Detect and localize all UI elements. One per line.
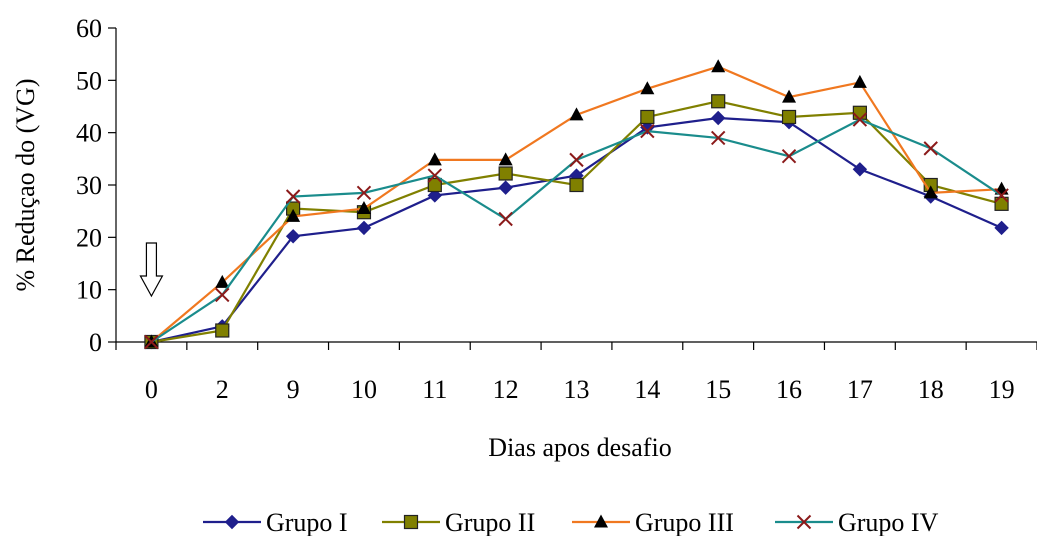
- y-tick-label: 30: [76, 171, 102, 200]
- data-point: [215, 323, 230, 338]
- data-point: [427, 152, 442, 166]
- legend-label: Grupo II: [445, 508, 535, 536]
- data-point: [994, 196, 1009, 211]
- data-point: [781, 109, 797, 125]
- legend-marker: [594, 514, 608, 528]
- data-point: [356, 220, 372, 236]
- y-tick-label: 40: [76, 119, 102, 148]
- data-point: [852, 162, 868, 177]
- x-axis-title: Dias apos desafio: [488, 433, 671, 462]
- x-tick-label: 16: [776, 375, 802, 404]
- data-point: [994, 220, 1009, 236]
- data-point: [144, 334, 159, 350]
- data-point: [285, 189, 301, 204]
- legend-item: Grupo III: [572, 508, 734, 536]
- y-tick-label: 50: [76, 66, 102, 95]
- series-1: [144, 110, 1009, 350]
- data-point: [710, 130, 726, 146]
- data-point: [923, 185, 938, 199]
- y-axis-title: % Reduçao do (VG): [11, 79, 40, 292]
- data-point: [711, 59, 726, 73]
- x-tick-label: 10: [351, 375, 377, 404]
- legend-label: Grupo IV: [838, 508, 939, 536]
- data-point: [215, 274, 230, 288]
- data-point: [569, 152, 584, 168]
- x-tick-label: 11: [422, 375, 447, 404]
- legend-marker: [403, 514, 419, 530]
- series-3: [144, 59, 1009, 348]
- legend: Grupo I Grupo II Grupo III Grupo IV: [203, 508, 939, 536]
- data-point: [711, 94, 726, 109]
- data-point: [852, 105, 867, 120]
- data-point: [640, 123, 655, 139]
- x-tick-label: 0: [145, 375, 158, 404]
- data-point: [498, 211, 513, 227]
- x-tick-label: 9: [287, 375, 300, 404]
- series-4: [144, 112, 1009, 350]
- legend-label: Grupo III: [635, 508, 734, 536]
- data-point: [569, 177, 584, 193]
- data-point: [285, 229, 301, 244]
- data-point: [852, 112, 868, 127]
- series-line: [151, 100, 1002, 344]
- data-point: [782, 89, 797, 103]
- legend-item: Grupo IV: [775, 508, 939, 536]
- series-group: [144, 59, 1009, 350]
- down-arrow-icon: [139, 242, 164, 298]
- legend-label: Grupo I: [266, 508, 348, 536]
- data-point: [640, 81, 655, 95]
- legend-marker: [796, 514, 812, 530]
- legend-item: Grupo II: [382, 508, 535, 536]
- data-point: [427, 188, 443, 203]
- data-point: [498, 152, 513, 166]
- x-tick-label: 13: [564, 375, 590, 404]
- data-point: [427, 177, 442, 193]
- data-point: [215, 287, 230, 303]
- data-point: [356, 185, 372, 201]
- x-tick-label: 14: [634, 375, 660, 404]
- x-tick-label: 12: [493, 375, 519, 404]
- y-tick-label: 10: [76, 276, 102, 305]
- data-point: [427, 168, 443, 183]
- x-tick-label: 2: [216, 375, 229, 404]
- data-point: [286, 208, 301, 222]
- data-point: [781, 149, 797, 164]
- y-tick-labels: 0 10 20 30 40 50 60: [76, 14, 102, 357]
- x-tick-label: 17: [847, 375, 873, 404]
- x-tick-labels: 0 2 9 10 11 12 13 14 15 16 17 18 19: [145, 375, 1015, 404]
- y-tick-label: 0: [89, 328, 102, 357]
- data-point: [498, 180, 513, 195]
- x-tick-label: 18: [918, 375, 944, 404]
- data-point: [569, 107, 584, 121]
- data-point: [498, 166, 513, 181]
- arrow-annotation: [139, 242, 164, 298]
- data-point: [923, 141, 938, 156]
- x-tick-label: 15: [705, 375, 731, 404]
- x-tick-label: 19: [989, 375, 1015, 404]
- legend-marker: [224, 514, 240, 530]
- data-point: [356, 201, 371, 215]
- legend-item: Grupo I: [203, 508, 348, 536]
- axes: [108, 27, 1037, 350]
- y-tick-label: 20: [76, 223, 102, 252]
- data-point: [852, 74, 867, 88]
- data-point: [710, 110, 726, 126]
- y-tick-label: 60: [76, 14, 102, 43]
- data-point: [994, 188, 1009, 203]
- data-point: [640, 109, 655, 125]
